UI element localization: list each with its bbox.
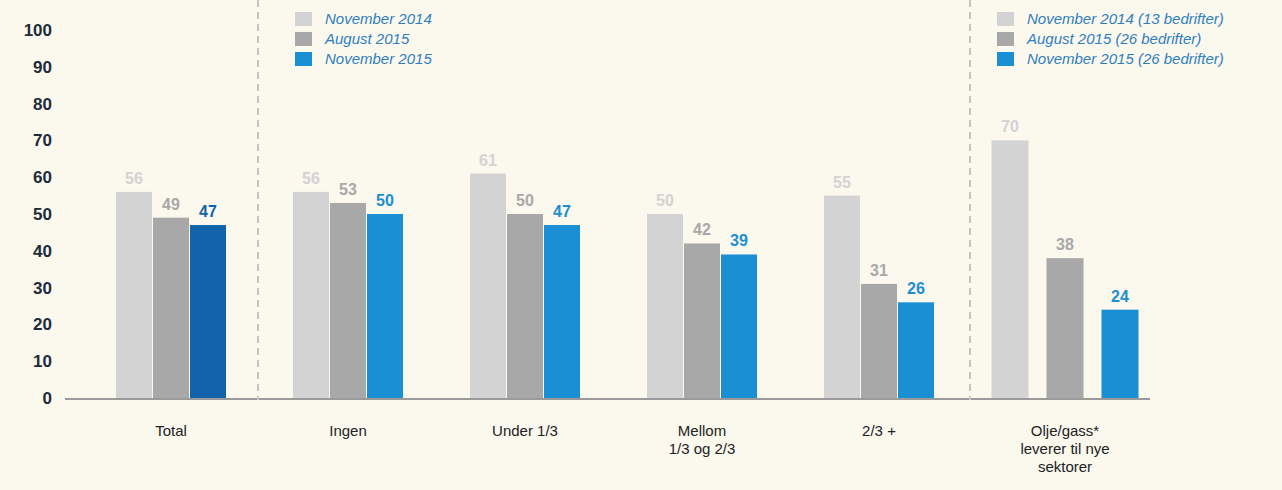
legend-label: November 2015 <box>325 50 432 67</box>
category-line: Under 1/3 <box>492 422 558 439</box>
bar <box>1047 258 1084 398</box>
legend-label: August 2015 (26 bedrifter) <box>1026 30 1201 47</box>
bar <box>861 284 897 398</box>
category-label: Mellom1/3 og 2/3 <box>669 422 736 457</box>
data-label: 56 <box>125 170 143 187</box>
data-label: 47 <box>553 203 571 220</box>
data-label: 38 <box>1056 236 1074 253</box>
data-label: 50 <box>656 192 674 209</box>
bar <box>507 214 543 398</box>
y-tick-label: 40 <box>33 242 52 261</box>
legend-swatch <box>997 32 1014 46</box>
category-line: Mellom <box>678 422 726 439</box>
data-label: 42 <box>693 221 711 238</box>
bar <box>898 302 934 398</box>
category-line: 2/3 + <box>862 422 896 439</box>
data-label: 70 <box>1001 118 1019 135</box>
bar <box>470 174 506 398</box>
y-tick-label: 70 <box>33 131 52 150</box>
bar <box>684 243 720 398</box>
legend-label: November 2014 <box>325 10 432 27</box>
category-label: Total <box>155 422 187 439</box>
y-tick-label: 50 <box>33 205 52 224</box>
bar <box>116 192 152 398</box>
legend-swatch <box>295 32 312 46</box>
bar <box>190 225 226 398</box>
background <box>0 0 1282 490</box>
legend-label: November 2015 (26 bedrifter) <box>1027 50 1224 67</box>
bar <box>824 196 860 398</box>
y-tick-label: 0 <box>43 389 52 408</box>
separator <box>257 0 259 400</box>
data-label: 24 <box>1111 288 1129 305</box>
legend-swatch <box>295 12 312 26</box>
legend-swatch <box>997 52 1014 66</box>
data-label: 39 <box>730 232 748 249</box>
bar <box>721 254 757 398</box>
bar <box>293 192 329 398</box>
bar <box>367 214 403 398</box>
category-label: Ingen <box>329 422 367 439</box>
y-tick-label: 80 <box>33 95 52 114</box>
bar <box>153 218 189 398</box>
data-label: 55 <box>833 174 851 191</box>
category-label: 2/3 + <box>862 422 896 439</box>
data-label: 47 <box>199 203 217 220</box>
category-line: Total <box>155 422 187 439</box>
bar <box>544 225 580 398</box>
legend-label: August 2015 <box>324 30 410 47</box>
category-line: leverer til nye <box>1020 440 1109 457</box>
y-tick-label: 10 <box>33 352 52 371</box>
category-line: Olje/gass* <box>1031 422 1100 439</box>
bar <box>992 140 1029 398</box>
legend-swatch <box>295 52 312 66</box>
data-label: 50 <box>516 192 534 209</box>
y-tick-label: 20 <box>33 315 52 334</box>
x-axis-line <box>65 398 1150 400</box>
separator <box>969 0 971 400</box>
bar <box>1102 310 1139 398</box>
category-line: 1/3 og 2/3 <box>669 440 736 457</box>
chart: 0 10 20 30 40 50 60 70 80 90 100 56 49 47 Total 56 53 50 I… <box>0 0 1282 490</box>
legend-swatch <box>997 12 1014 26</box>
legend-label: November 2014 (13 bedrifter) <box>1027 10 1224 27</box>
category-line: sektorer <box>1038 458 1092 475</box>
y-tick-label: 100 <box>24 21 52 40</box>
data-label: 56 <box>302 170 320 187</box>
bars <box>116 140 1139 398</box>
category-label: Olje/gass*leverer til nyesektorer <box>1020 422 1109 475</box>
category-line: Ingen <box>329 422 367 439</box>
y-tick-label: 90 <box>33 58 52 77</box>
y-tick-label: 60 <box>33 168 52 187</box>
category-label: Under 1/3 <box>492 422 558 439</box>
data-label: 31 <box>870 262 888 279</box>
bar <box>647 214 683 398</box>
bar <box>330 203 366 398</box>
y-tick-label: 30 <box>33 279 52 298</box>
data-label: 50 <box>376 192 394 209</box>
data-label: 49 <box>162 196 180 213</box>
data-label: 61 <box>479 152 497 169</box>
data-label: 53 <box>339 181 357 198</box>
data-label: 26 <box>907 280 925 297</box>
